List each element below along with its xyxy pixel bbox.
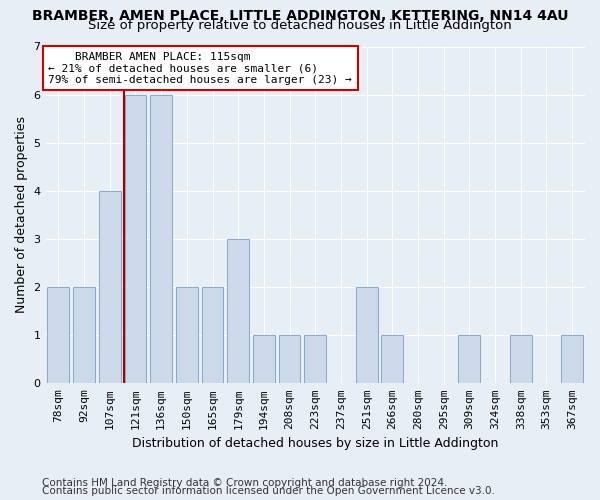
Bar (99, 191, 121, 384)
Bar (73, 287, 95, 384)
Text: BRAMBER, AMEN PLACE, LITTLE ADDINGTON, KETTERING, NN14 4AU: BRAMBER, AMEN PLACE, LITTLE ADDINGTON, K… (32, 9, 568, 23)
Text: BRAMBER AMEN PLACE: 115sqm
← 21% of detached houses are smaller (6)
79% of semi-: BRAMBER AMEN PLACE: 115sqm ← 21% of deta… (48, 52, 352, 85)
Text: Contains HM Land Registry data © Crown copyright and database right 2024.: Contains HM Land Registry data © Crown c… (42, 478, 448, 488)
X-axis label: Distribution of detached houses by size in Little Addington: Distribution of detached houses by size … (132, 437, 499, 450)
Bar (202, 287, 223, 384)
Text: Contains public sector information licensed under the Open Government Licence v3: Contains public sector information licen… (42, 486, 495, 496)
Bar (125, 94, 146, 384)
Bar (510, 335, 532, 384)
Bar (227, 239, 249, 384)
Bar (561, 335, 583, 384)
Bar (176, 287, 198, 384)
Bar (278, 335, 301, 384)
Bar (458, 335, 481, 384)
Bar (382, 335, 403, 384)
Bar (304, 335, 326, 384)
Bar (356, 287, 377, 384)
Y-axis label: Number of detached properties: Number of detached properties (15, 116, 28, 314)
Bar (47, 287, 70, 384)
Bar (253, 335, 275, 384)
Bar (150, 94, 172, 384)
Text: Size of property relative to detached houses in Little Addington: Size of property relative to detached ho… (88, 19, 512, 32)
